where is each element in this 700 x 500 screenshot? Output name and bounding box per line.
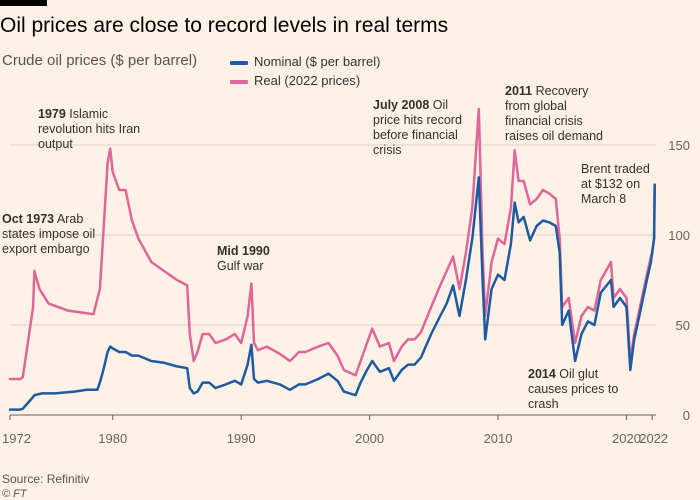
x-tick-label-1972: 1972: [2, 431, 31, 446]
x-tick-label-2000: 2000: [355, 431, 384, 446]
chart-title: Oil prices are close to record levels in…: [0, 14, 449, 37]
y-tick-label-0: 0: [683, 408, 690, 423]
y-tick-label-50: 50: [676, 318, 690, 333]
annotation-2014: 2014 Oil glut causes prices to crash: [528, 367, 619, 411]
legend-label-nominal: Nominal ($ per barrel): [254, 54, 381, 69]
y-tick-label-100: 100: [668, 228, 690, 243]
legend-label-real: Real (2022 prices): [254, 73, 361, 88]
legend-swatch-nominal: [230, 60, 248, 65]
x-tick-label-1980: 1980: [98, 431, 127, 446]
x-tick-label-2020: 2020: [612, 431, 641, 446]
legend-item-nominal: Nominal ($ per barrel): [230, 54, 380, 69]
annotation-march-2022: Brent traded at $132 on March 8: [581, 162, 650, 206]
ft-credit: © FT: [2, 488, 27, 500]
annotation-1990: Mid 1990 Gulf war: [217, 244, 270, 273]
series-line-nominal: [8, 176, 656, 411]
x-tick-label-2010: 2010: [484, 431, 513, 446]
x-tick-label-2022: 2022: [639, 431, 668, 446]
y-tick-label-150: 150: [668, 138, 690, 153]
chart-subtitle: Crude oil prices ($ per barrel): [2, 52, 198, 69]
series-line-real: [8, 107, 656, 381]
x-tick-label-1990: 1990: [227, 431, 256, 446]
source-note: Source: Refinitiv: [2, 472, 90, 486]
brand-bar: [0, 0, 47, 6]
annotation-1979: 1979 Islamic revolution hits Iran output: [38, 107, 141, 151]
legend-item-real: Real (2022 prices): [230, 73, 360, 88]
annotation-2011: 2011 Recovery from global financial cris…: [505, 84, 603, 143]
annotation-2008: July 2008 Oil price hits record before f…: [373, 98, 462, 157]
legend-swatch-real: [230, 79, 248, 84]
annotation-1973: Oct 1973 Arab states impose oil export e…: [2, 212, 96, 256]
